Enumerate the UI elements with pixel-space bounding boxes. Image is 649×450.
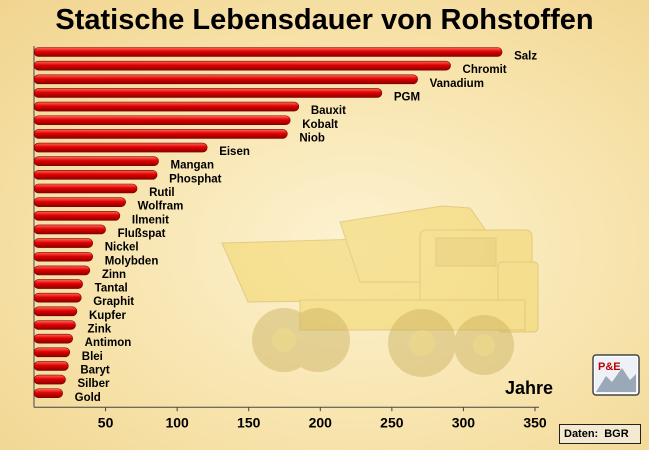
chart-title: Statische Lebensdauer von Rohstoffen <box>55 4 594 36</box>
x-tick-label-200: 200 <box>309 414 333 430</box>
bar-wolfram <box>33 197 126 207</box>
x-tick-label-150: 150 <box>237 414 261 430</box>
bar-label-kobalt: Kobalt <box>302 119 338 131</box>
bar-label-baryt: Baryt <box>80 364 110 376</box>
bar-label-blei: Blei <box>82 351 103 363</box>
bar-label-zinn: Zinn <box>102 269 126 281</box>
bar-label-bauxit: Bauxit <box>311 105 346 117</box>
bar-niob <box>33 129 288 139</box>
bar-baryt <box>33 361 69 371</box>
bar-graphit <box>33 292 82 303</box>
bar-eisen <box>33 142 208 153</box>
bar-label-gold: Gold <box>75 392 101 404</box>
x-axis-label: Jahre <box>505 378 554 398</box>
bar-label-silber: Silber <box>77 378 109 390</box>
bar-label-antimon: Antimon <box>85 337 132 349</box>
bar-phosphat <box>33 170 158 180</box>
bar-mangan <box>33 156 159 166</box>
bar-label-pgm: PGM <box>394 91 420 103</box>
bar-bauxit <box>33 101 300 112</box>
x-tick-label-300: 300 <box>452 414 476 430</box>
bar-label-tantal: Tantal <box>95 283 128 295</box>
bar-label-salz: Salz <box>514 51 537 63</box>
x-tick-label-350: 350 <box>523 414 547 430</box>
bar-zinn <box>33 265 91 276</box>
bar-blei <box>33 347 71 358</box>
bar-label-kupfer: Kupfer <box>89 310 127 322</box>
svg-text:P&E: P&E <box>598 361 621 373</box>
bar-antimon <box>33 333 73 344</box>
bar-pgm <box>33 88 383 98</box>
source-box: Daten: BGR <box>559 424 641 444</box>
bar-kupfer <box>33 306 78 317</box>
x-tick-label-100: 100 <box>165 414 189 430</box>
bar-label-phosphat: Phosphat <box>169 173 222 185</box>
bar-label-wolfram: Wolfram <box>138 201 184 213</box>
bar-molybden <box>33 251 93 262</box>
bar-ilmenit <box>33 211 121 221</box>
bar-label-zink: Zink <box>88 324 112 336</box>
bar-salz <box>33 47 503 57</box>
x-tick-label-250: 250 <box>380 414 404 430</box>
source-label: Daten: <box>564 428 599 440</box>
bar-label-niob: Niob <box>299 132 325 144</box>
x-tick-label-50: 50 <box>98 414 114 430</box>
bar-label-flußspat: Flußspat <box>118 228 166 240</box>
bar-tantal <box>33 279 83 289</box>
bar-flußspat <box>33 224 106 235</box>
bar-chromit <box>33 60 451 71</box>
bar-kobalt <box>33 115 291 126</box>
bar-label-graphit: Graphit <box>93 296 134 308</box>
bar-nickel <box>33 238 93 248</box>
bar-gold <box>33 388 63 399</box>
bar-label-eisen: Eisen <box>219 146 250 158</box>
bar-label-vanadium: Vanadium <box>430 78 484 90</box>
bar-label-molybden: Molybden <box>105 255 159 267</box>
bar-label-chromit: Chromit <box>463 64 507 76</box>
bar-label-rutil: Rutil <box>149 187 175 199</box>
source-value: BGR <box>604 428 629 440</box>
pe-logo: P&E <box>592 354 640 396</box>
bar-rutil <box>33 183 138 194</box>
bar-label-ilmenit: Ilmenit <box>132 214 169 226</box>
bar-label-mangan: Mangan <box>171 160 214 172</box>
bar-vanadium <box>33 74 418 85</box>
bar-label-nickel: Nickel <box>105 242 139 254</box>
bar-zink <box>33 320 76 330</box>
bar-silber <box>33 374 66 385</box>
